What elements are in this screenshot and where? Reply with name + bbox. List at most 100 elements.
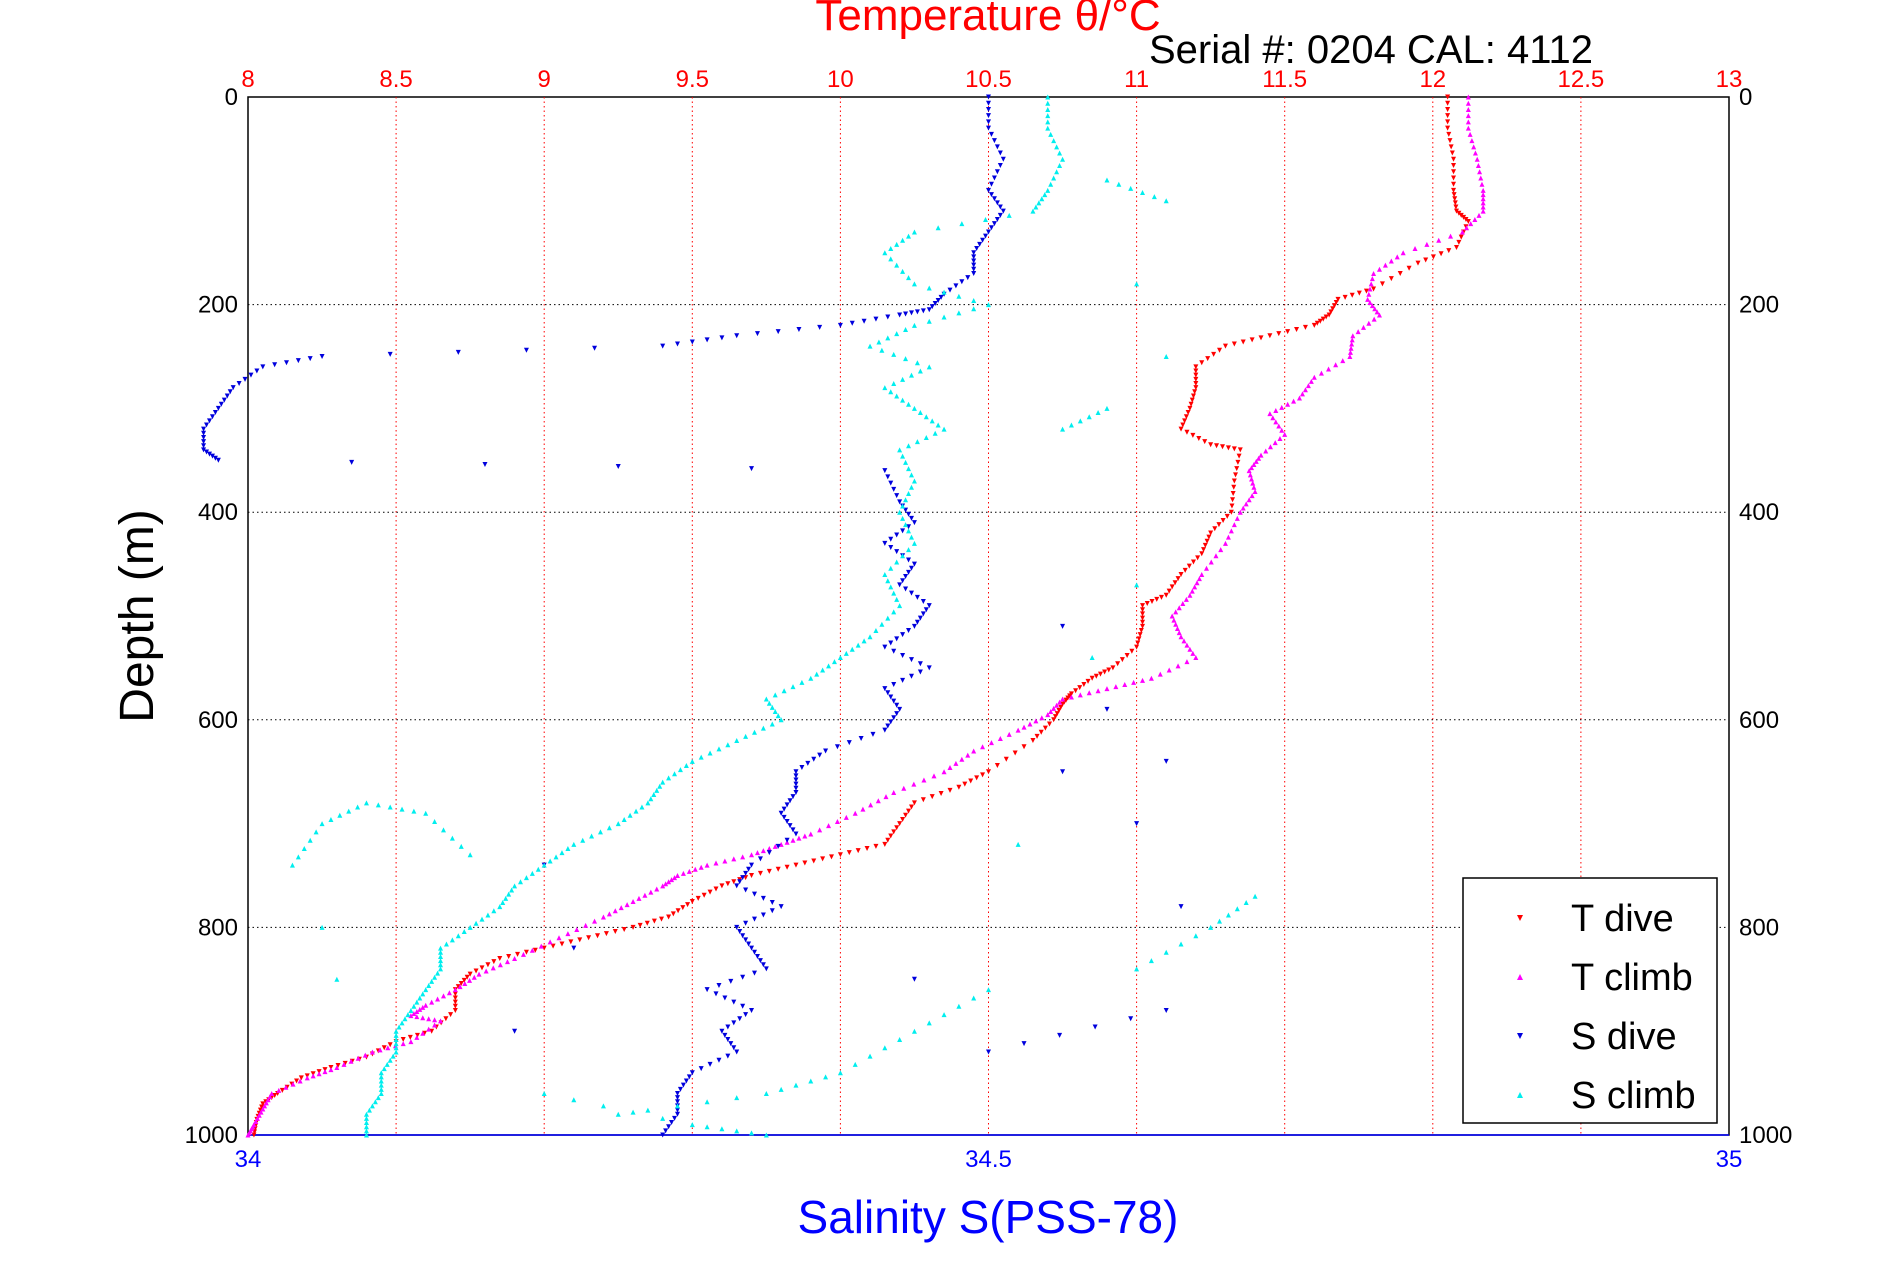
data-point [1093, 673, 1099, 679]
data-point [1048, 708, 1054, 714]
data-point [571, 841, 577, 847]
data-point [911, 976, 917, 982]
data-point [1229, 503, 1235, 509]
data-point [775, 866, 781, 872]
data-point [894, 711, 900, 717]
data-point [695, 895, 701, 901]
data-point [435, 996, 441, 1002]
data-point [574, 926, 580, 932]
data-point [911, 405, 917, 411]
data-point [769, 908, 775, 914]
data-point [971, 250, 977, 256]
data-point [971, 297, 977, 303]
data-point [1314, 320, 1320, 326]
data-point [674, 1095, 680, 1101]
data-point [328, 1067, 334, 1073]
data-point [1129, 648, 1135, 654]
data-point [1445, 100, 1451, 106]
data-point [814, 671, 820, 677]
data-point [396, 1024, 402, 1030]
data-point [740, 854, 746, 860]
data-point [479, 916, 485, 922]
data-point [1464, 225, 1470, 231]
data-point [476, 971, 482, 977]
data-point [644, 920, 650, 926]
data-point [1471, 144, 1477, 150]
data-point [1057, 150, 1063, 156]
data-point [994, 169, 1000, 175]
data-point [319, 354, 325, 359]
data-point [891, 609, 897, 615]
data-point [914, 439, 920, 445]
data-point [387, 804, 393, 810]
legend-marker [1517, 1092, 1523, 1098]
data-point [1104, 405, 1110, 411]
data-point [660, 1132, 666, 1138]
data-point [523, 949, 529, 955]
data-point [903, 311, 909, 317]
data-point [900, 578, 906, 584]
data-point [674, 1090, 680, 1096]
data-point [760, 962, 766, 968]
data-point [1311, 322, 1317, 328]
data-point [911, 623, 917, 629]
data-point [968, 778, 974, 784]
data-point [778, 810, 784, 816]
data-point [1240, 339, 1246, 345]
data-point [1213, 553, 1219, 559]
data-point [1045, 106, 1051, 112]
data-point [903, 459, 909, 465]
depth-tick-label-right: 0 [1739, 84, 1752, 111]
data-point [754, 331, 760, 337]
data-point [457, 984, 463, 990]
data-point [1279, 404, 1285, 410]
data-point [1183, 414, 1189, 420]
data-point [1194, 580, 1200, 586]
data-point [731, 1045, 737, 1051]
data-point [873, 316, 879, 322]
data-point [685, 902, 691, 908]
data-point [1042, 725, 1048, 731]
data-point [448, 1012, 454, 1018]
data-point [452, 987, 458, 993]
data-point [589, 833, 595, 839]
data-point [743, 920, 749, 926]
data-point [986, 125, 991, 131]
data-point [997, 163, 1003, 169]
data-point [1308, 378, 1314, 384]
data-point [829, 854, 835, 860]
data-point [254, 368, 260, 374]
data-point [882, 841, 888, 847]
data-point [206, 451, 212, 457]
data-point [903, 586, 909, 592]
data-point [1183, 596, 1189, 602]
data-point [713, 886, 719, 892]
data-point [440, 827, 446, 833]
data-point [1178, 941, 1184, 947]
data-point [1131, 679, 1137, 685]
data-point [680, 870, 686, 876]
data-point [381, 1066, 387, 1072]
data-point [911, 322, 917, 328]
data-point [1176, 630, 1182, 636]
data-point [1480, 208, 1486, 214]
data-point [1211, 351, 1217, 357]
data-point [362, 1052, 368, 1058]
series-layer [201, 94, 1486, 1138]
data-point [971, 266, 977, 272]
data-point [443, 941, 449, 947]
data-point [414, 999, 420, 1005]
data-point [1021, 1041, 1027, 1047]
data-point [1140, 611, 1146, 617]
data-point [547, 939, 553, 945]
data-point [790, 684, 796, 690]
data-point [645, 1107, 651, 1113]
data-point [1189, 397, 1195, 403]
data-point [483, 968, 489, 974]
data-point [1163, 758, 1169, 764]
data-point [1189, 588, 1195, 594]
data-point [1138, 628, 1144, 634]
data-point [1034, 733, 1040, 739]
data-point [1202, 439, 1208, 445]
data-point [438, 966, 444, 972]
